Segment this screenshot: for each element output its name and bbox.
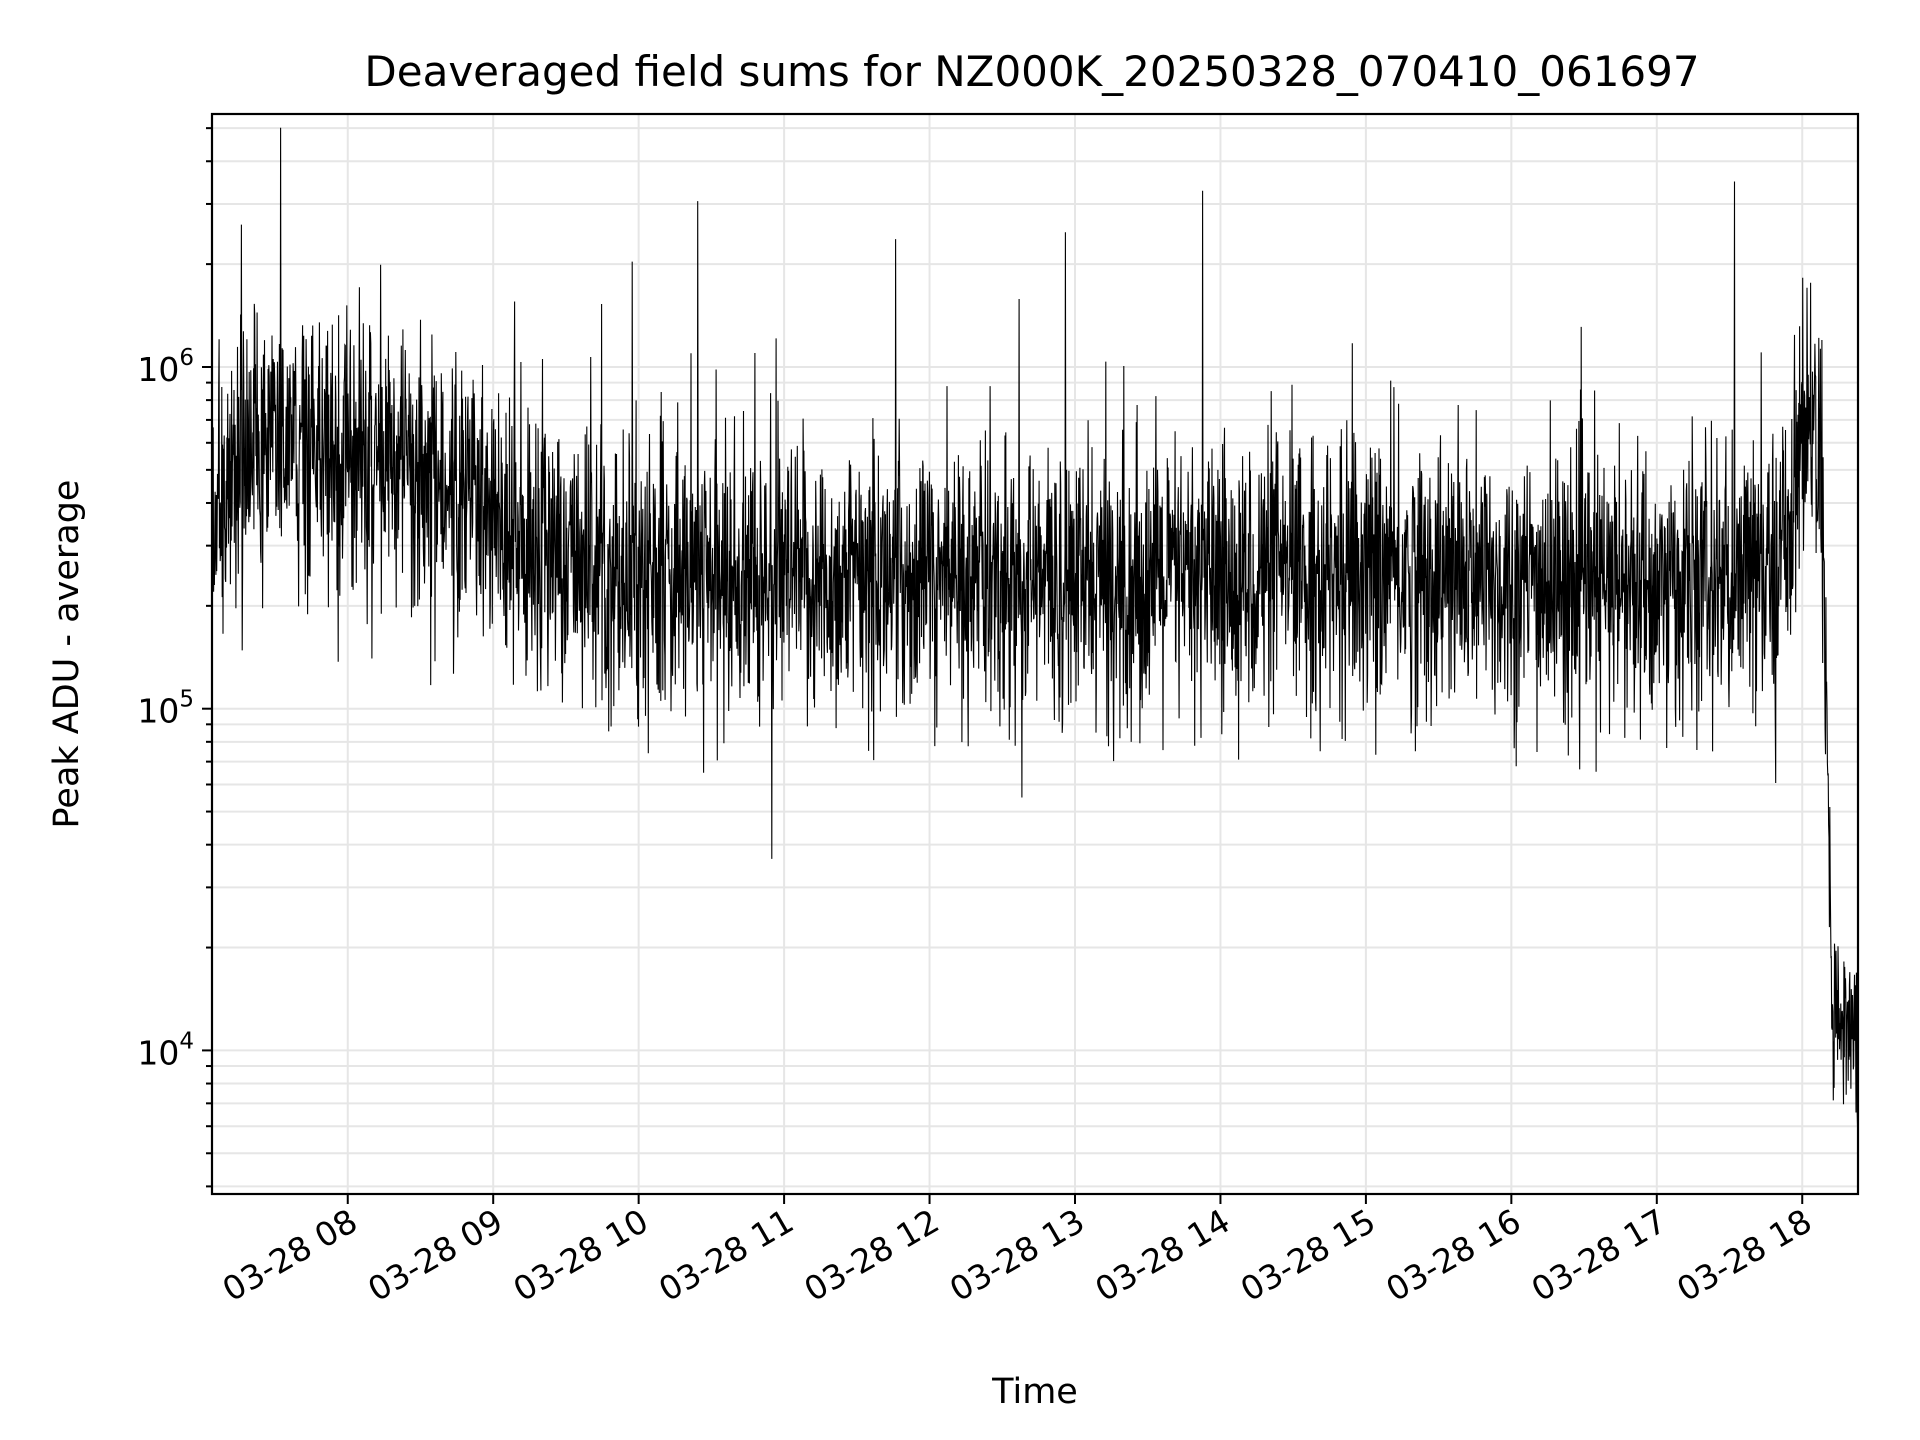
x-axis-label: Time (991, 1372, 1078, 1412)
x-tick-label: 03-28 18 (1670, 1201, 1818, 1309)
x-tick-label: 03-28 17 (1525, 1201, 1673, 1309)
y-tick-label: 105 (137, 687, 194, 731)
x-tick-label: 03-28 16 (1379, 1201, 1527, 1309)
chart-title: Deaveraged field sums for NZ000K_2025032… (364, 47, 1699, 96)
x-tick-label: 03-28 15 (1234, 1201, 1382, 1309)
x-tick-label: 03-28 10 (507, 1201, 655, 1309)
plot-frame (210, 112, 1860, 1196)
x-tick-label: 03-28 11 (652, 1201, 800, 1309)
y-tick-label: 104 (137, 1028, 194, 1072)
x-tick-label: 03-28 14 (1088, 1201, 1236, 1309)
x-tick-label: 03-28 09 (361, 1201, 509, 1309)
x-tick-label: 03-28 08 (216, 1201, 364, 1309)
y-axis-label: Peak ADU - average (47, 480, 87, 829)
grid (212, 114, 1858, 1194)
x-tick-label: 03-28 13 (943, 1201, 1091, 1309)
series-line (211, 127, 1859, 1129)
y-tick-label: 106 (137, 345, 194, 389)
x-tick-label: 03-28 12 (798, 1201, 946, 1309)
